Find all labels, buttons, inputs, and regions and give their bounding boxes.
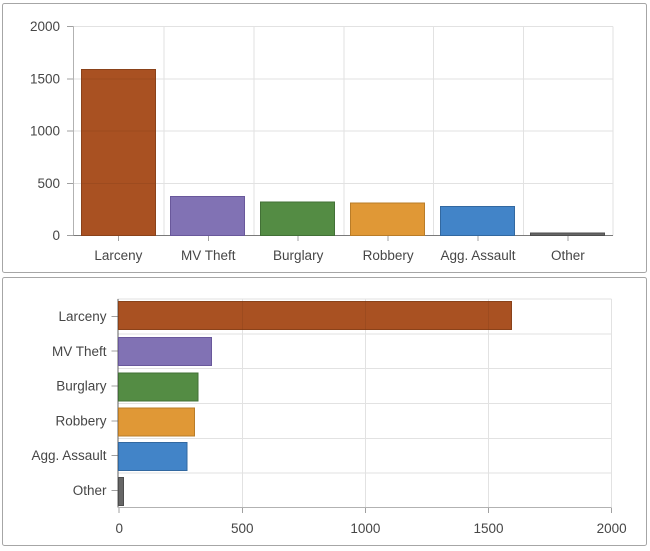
svg-text:Robbery: Robbery bbox=[363, 248, 414, 263]
svg-text:Other: Other bbox=[73, 483, 107, 498]
svg-text:MV Theft: MV Theft bbox=[52, 344, 107, 359]
svg-text:Larceny: Larceny bbox=[58, 309, 106, 324]
svg-text:0: 0 bbox=[115, 521, 123, 536]
svg-text:Agg. Assault: Agg. Assault bbox=[440, 248, 515, 263]
svg-text:500: 500 bbox=[37, 176, 60, 191]
svg-text:Burglary: Burglary bbox=[273, 248, 324, 263]
svg-text:1000: 1000 bbox=[350, 521, 380, 536]
svg-text:1500: 1500 bbox=[30, 71, 60, 86]
svg-text:1500: 1500 bbox=[473, 521, 503, 536]
svg-text:2000: 2000 bbox=[30, 19, 60, 34]
svg-text:500: 500 bbox=[231, 521, 254, 536]
svg-text:0: 0 bbox=[52, 228, 60, 243]
svg-text:Robbery: Robbery bbox=[55, 413, 106, 428]
svg-text:Larceny: Larceny bbox=[94, 248, 142, 263]
svg-text:Other: Other bbox=[551, 248, 585, 263]
svg-text:Burglary: Burglary bbox=[56, 379, 107, 394]
svg-text:2000: 2000 bbox=[597, 521, 627, 536]
svg-text:1000: 1000 bbox=[30, 124, 60, 139]
svg-text:MV Theft: MV Theft bbox=[181, 248, 236, 263]
svg-text:Agg. Assault: Agg. Assault bbox=[31, 448, 106, 463]
